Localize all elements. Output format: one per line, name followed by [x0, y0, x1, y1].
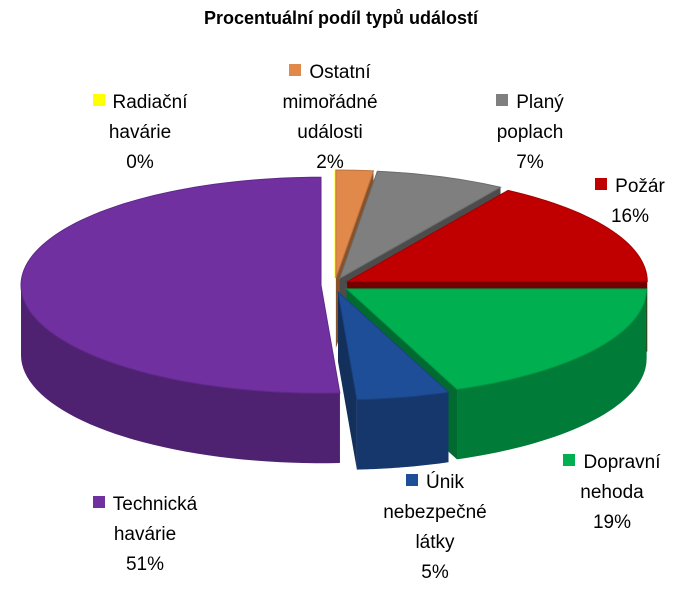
data-label: Únik nebezpečné látky 5% [383, 468, 488, 588]
legend-label: Dopravní nehoda [580, 452, 661, 503]
data-label: Dopravní nehoda 19% [547, 448, 677, 538]
slice [335, 169, 375, 279]
legend-label: Planý poplach [496, 92, 564, 143]
slice-side [457, 288, 647, 460]
legend-swatch [92, 496, 105, 508]
legend-label: Technická havárie [112, 494, 198, 545]
data-label: Požár 16% [590, 172, 670, 232]
legend-label: Únik nebezpečné látky [383, 472, 487, 553]
data-label: Ostatní mimořádné události 2% [255, 58, 405, 178]
legend-swatch [92, 94, 105, 106]
slice [338, 170, 502, 280]
value-label: 5% [421, 562, 449, 583]
value-label: 0% [126, 152, 154, 173]
value-label: 2% [316, 152, 344, 173]
slice-side [356, 392, 449, 470]
legend-label: Ostatní mimořádné události [282, 62, 378, 143]
legend-swatch [289, 64, 302, 76]
slice [345, 288, 648, 390]
slice [345, 189, 648, 283]
legend-swatch [563, 454, 576, 466]
legend-label: Radiační havárie [108, 92, 188, 143]
slice [337, 290, 450, 401]
value-label: 19% [592, 512, 632, 533]
value-label: 7% [516, 152, 544, 173]
legend-label: Požár [615, 176, 665, 197]
value-label: 16% [610, 206, 650, 227]
slice [20, 176, 341, 394]
slice-side [21, 285, 340, 464]
data-label: Technická havárie 51% [70, 490, 220, 580]
legend-swatch [496, 94, 509, 106]
chart-title: Procentuální podíl typů událostí [203, 8, 478, 28]
legend-swatch [595, 178, 608, 190]
legend-swatch [405, 474, 418, 486]
data-label: Planý poplach 7% [470, 88, 590, 178]
data-label: Radiační havárie 0% [80, 88, 200, 178]
value-label: 51% [125, 554, 165, 575]
slice-edge [338, 291, 357, 470]
